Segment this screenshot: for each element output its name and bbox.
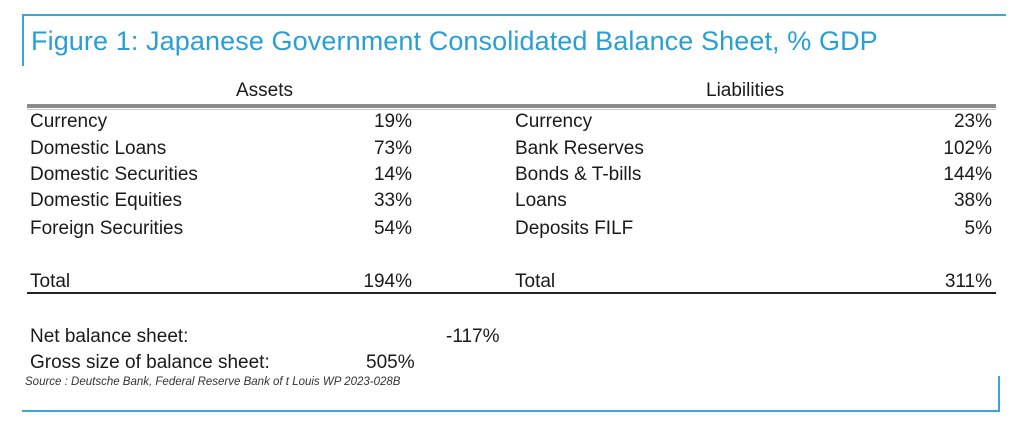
frame-right-border [998, 376, 1000, 412]
liability-value: 102% [943, 138, 992, 159]
liability-value: 23% [953, 111, 992, 132]
asset-value: 73% [373, 138, 412, 159]
header-subrule [27, 109, 996, 110]
frame-bottom-border [22, 410, 1000, 412]
assets-total-label: Total [30, 271, 71, 292]
liability-label: Bonds & T-bills [515, 164, 642, 185]
asset-label: Domestic Equities [30, 190, 183, 211]
asset-value: 19% [373, 111, 412, 132]
total-rule [27, 292, 996, 294]
asset-value: 33% [373, 190, 412, 211]
asset-label: Domestic Loans [30, 138, 167, 159]
frame-top-border [22, 14, 1006, 16]
liability-label: Currency [515, 111, 593, 132]
net-balance-value: -117% [446, 326, 500, 347]
figure-title: Figure 1: Japanese Government Consolidat… [31, 26, 878, 56]
liability-label: Loans [515, 190, 567, 211]
asset-label: Domestic Securities [30, 164, 198, 185]
gross-size-value: 505% [366, 352, 415, 373]
liability-value: 5% [964, 218, 992, 239]
frame-left-border [22, 14, 24, 66]
assets-total-value: 194% [363, 271, 412, 292]
liabilities-header: Liabilities [706, 80, 785, 101]
liability-value: 144% [943, 164, 992, 185]
asset-value: 14% [373, 164, 412, 185]
liabilities-total-label: Total [515, 271, 556, 292]
liabilities-total-value: 311% [944, 271, 992, 292]
header-rule [27, 104, 996, 108]
liability-label: Deposits FILF [515, 218, 634, 239]
asset-label: Foreign Securities [30, 218, 184, 239]
liability-value: 38% [953, 190, 992, 211]
asset-value: 54% [373, 218, 412, 239]
assets-header: Assets [236, 80, 294, 101]
net-balance-label: Net balance sheet: [30, 326, 189, 347]
gross-size-label: Gross size of balance sheet: [30, 352, 270, 373]
source-note: Source : Deutsche Bank, Federal Reserve … [25, 376, 401, 388]
asset-label: Currency [30, 111, 108, 132]
liability-label: Bank Reserves [515, 138, 644, 159]
